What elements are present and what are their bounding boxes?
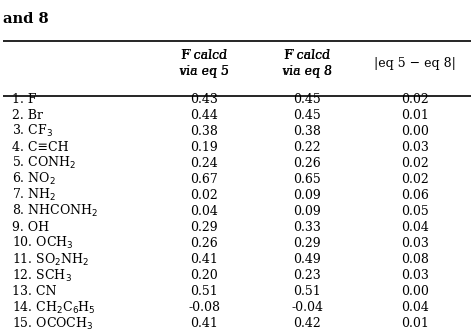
Text: 15. OCOCH$_3$: 15. OCOCH$_3$ [12,315,93,331]
Text: 0.65: 0.65 [293,173,321,186]
Text: 10. OCH$_3$: 10. OCH$_3$ [12,235,74,252]
Text: 13. CN: 13. CN [12,285,57,298]
Text: 0.00: 0.00 [401,125,429,138]
Text: 0.03: 0.03 [401,141,429,154]
Text: 0.38: 0.38 [190,125,218,138]
Text: 0.41: 0.41 [190,317,218,330]
Text: 0.08: 0.08 [401,253,429,266]
Text: 14. CH$_2$C$_6$H$_5$: 14. CH$_2$C$_6$H$_5$ [12,300,96,315]
Text: 0.03: 0.03 [401,237,429,250]
Text: 0.04: 0.04 [401,301,429,314]
Text: 0.04: 0.04 [190,205,218,218]
Text: 0.23: 0.23 [293,269,321,282]
Text: 0.33: 0.33 [293,221,321,234]
Text: 12. SCH$_3$: 12. SCH$_3$ [12,267,72,284]
Text: 0.45: 0.45 [293,109,321,122]
Text: 0.51: 0.51 [293,285,321,298]
Text: F calcd
via eq 5: F calcd via eq 5 [179,49,229,78]
Text: 2. Br: 2. Br [12,109,43,122]
Text: 0.05: 0.05 [401,205,429,218]
Text: and 8: and 8 [3,12,48,26]
Text: F calcd
via eq 5: F calcd via eq 5 [179,49,229,78]
Text: F calcd
via eq 8: F calcd via eq 8 [282,49,332,78]
Text: 8. NHCONH$_2$: 8. NHCONH$_2$ [12,203,98,219]
Text: F calcd
via eq 8: F calcd via eq 8 [282,49,332,78]
Text: 1. F: 1. F [12,93,36,106]
Text: -0.04: -0.04 [291,301,323,314]
Text: 0.51: 0.51 [191,285,218,298]
Text: 0.02: 0.02 [401,157,429,170]
Text: 0.67: 0.67 [191,173,218,186]
Text: 0.22: 0.22 [293,141,321,154]
Text: 4. C≡CH: 4. C≡CH [12,141,69,154]
Text: 0.26: 0.26 [293,157,321,170]
Text: 6. NO$_2$: 6. NO$_2$ [12,171,56,187]
Text: -0.08: -0.08 [188,301,220,314]
Text: 0.49: 0.49 [293,253,321,266]
Text: 0.26: 0.26 [191,237,218,250]
Text: 0.19: 0.19 [191,141,218,154]
Text: 3. CF$_3$: 3. CF$_3$ [12,123,53,139]
Text: 0.02: 0.02 [401,93,429,106]
Text: 0.20: 0.20 [191,269,218,282]
Text: 0.41: 0.41 [190,253,218,266]
Text: 0.42: 0.42 [293,317,321,330]
Text: 0.04: 0.04 [401,221,429,234]
Text: 0.45: 0.45 [293,93,321,106]
Text: 0.38: 0.38 [293,125,321,138]
Text: 7. NH$_2$: 7. NH$_2$ [12,187,56,204]
Text: 0.44: 0.44 [190,109,218,122]
Text: 0.03: 0.03 [401,269,429,282]
Text: 0.02: 0.02 [401,173,429,186]
Text: 0.02: 0.02 [191,189,218,202]
Text: 0.01: 0.01 [401,317,429,330]
Text: 0.09: 0.09 [293,189,321,202]
Text: 0.43: 0.43 [190,93,218,106]
Text: 5. CONH$_2$: 5. CONH$_2$ [12,155,76,171]
Text: 0.29: 0.29 [191,221,218,234]
Text: 0.29: 0.29 [293,237,321,250]
Text: 0.00: 0.00 [401,285,429,298]
Text: 0.01: 0.01 [401,109,429,122]
Text: 0.24: 0.24 [191,157,218,170]
Text: 0.09: 0.09 [293,205,321,218]
Text: 0.06: 0.06 [401,189,429,202]
Text: 9. OH: 9. OH [12,221,49,234]
Text: |eq 5 − eq 8|: |eq 5 − eq 8| [374,57,456,70]
Text: 11. SO$_2$NH$_2$: 11. SO$_2$NH$_2$ [12,252,90,267]
